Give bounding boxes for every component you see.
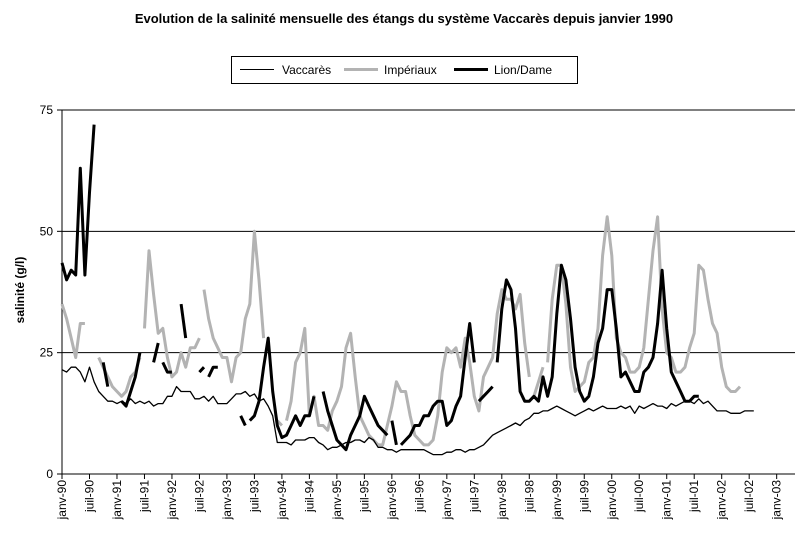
x-tick-label-juil-97: juil-97 (467, 480, 481, 513)
series-line-lion-dame-4 (161, 361, 172, 374)
x-tick-label-juil-02: juil-02 (742, 480, 756, 513)
x-tick-label-janv-99: janv-99 (550, 480, 564, 521)
series-line-imp-riaux-6 (532, 366, 545, 397)
series-line-lion-dame-2 (120, 352, 142, 408)
series-line-vaccar-s-0 (61, 366, 754, 456)
series-line-lion-dame-14 (495, 263, 699, 403)
x-tick-label-juil-98: juil-98 (522, 480, 536, 513)
series-line-lion-dame-5 (179, 303, 188, 339)
series-line-lion-dame-0 (60, 124, 96, 282)
legend-swatch-vaccares (240, 69, 274, 70)
x-tick-label-janv-01: janv-01 (660, 480, 674, 521)
series-line-imp-riaux-2 (143, 249, 201, 379)
x-tick-label-juil-95: juil-95 (357, 480, 371, 513)
x-tick-label-janv-92: janv-92 (165, 480, 179, 521)
x-tick-label-juil-92: juil-92 (192, 480, 206, 513)
x-tick-label-janv-97: janv-97 (440, 480, 454, 521)
series-line-lion-dame-13 (477, 385, 494, 403)
x-tick-label-janv-98: janv-98 (495, 480, 509, 521)
series-line-imp-riaux-7 (546, 215, 742, 393)
x-tick-label-janv-96: janv-96 (385, 480, 399, 521)
series-line-lion-dame-3 (152, 342, 160, 363)
x-tick-label-janv-03: janv-03 (770, 480, 784, 521)
series-line-lion-dame-7 (207, 365, 218, 378)
x-tick-label-janv-93: janv-93 (220, 480, 234, 521)
y-tick-label-0: 0 (46, 467, 53, 481)
x-tick-label-juil-01: juil-01 (687, 480, 701, 513)
x-tick-label-juil-00: juil-00 (632, 480, 646, 513)
x-tick-label-janv-02: janv-02 (715, 480, 729, 521)
x-tick-label-janv-90: janv-90 (55, 480, 69, 521)
x-tick-label-janv-91: janv-91 (110, 480, 124, 521)
x-tick-label-janv-94: janv-94 (275, 480, 289, 521)
series-line-lion-dame-1 (101, 362, 110, 387)
x-tick-label-juil-93: juil-93 (247, 480, 261, 513)
legend-label-imperiaux: Impériaux (384, 63, 437, 77)
series-line-lion-dame-6 (198, 366, 206, 374)
legend: Vaccarès Impériaux Lion/Dame (231, 56, 578, 84)
x-tick-label-juil-96: juil-96 (412, 480, 426, 513)
legend-label-lion-dame: Lion/Dame (494, 63, 553, 77)
legend-label-vaccares: Vaccarès (282, 63, 332, 77)
x-tick-label-janv-95: janv-95 (330, 480, 344, 521)
series-line-imp-riaux-3 (202, 229, 266, 384)
x-tick-label-janv-00: janv-00 (605, 480, 619, 521)
x-tick-label-juil-90: juil-90 (82, 480, 96, 513)
series-line-lion-dame-9 (248, 336, 316, 440)
y-tick-label-75: 75 (40, 103, 54, 117)
chart-title: Evolution de la salinité mensuelle des é… (134, 11, 674, 26)
y-tick-label-25: 25 (40, 346, 54, 360)
series-line-lion-dame-8 (239, 415, 247, 427)
x-tick-label-juil-91: juil-91 (137, 480, 151, 513)
series-line-imp-riaux-0 (60, 303, 85, 359)
legend-swatch-lion-dame (454, 68, 488, 71)
y-tick-label-50: 50 (40, 224, 54, 238)
series-line-lion-dame-10 (321, 391, 389, 452)
x-tick-label-juil-99: juil-99 (577, 480, 591, 513)
x-tick-label-juil-94: juil-94 (302, 480, 316, 513)
legend-swatch-imperiaux (344, 68, 378, 71)
series-line-lion-dame-11 (390, 420, 398, 446)
series-line-imp-riaux-5 (285, 288, 531, 447)
series-line-lion-dame-12 (399, 322, 476, 446)
